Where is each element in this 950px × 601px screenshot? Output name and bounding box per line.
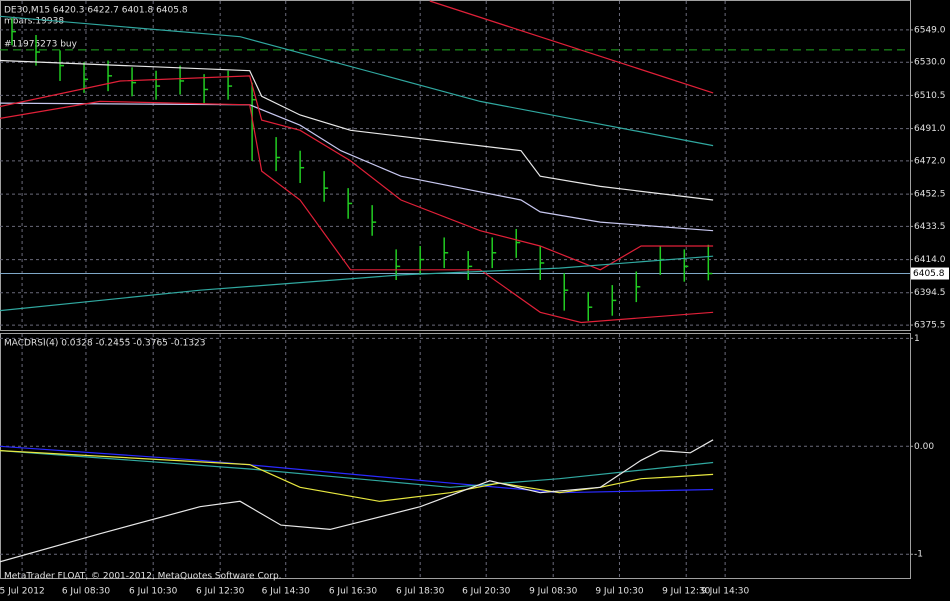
x-tick-label: 9 Jul 12:30 xyxy=(662,587,711,597)
indicator-line xyxy=(0,102,714,232)
x-tick-label: 6 Jul 16:30 xyxy=(329,587,378,597)
chart-title: DE30,M15 6420.3 6422.7 6401.8 6405.8 xyxy=(4,6,188,16)
y-tick-label: 6414.0 xyxy=(914,255,946,265)
y-tick-label: 6433.5 xyxy=(914,222,946,232)
y-tick-label: 6530.0 xyxy=(914,58,946,68)
y-tick-label: 6394.5 xyxy=(914,288,946,298)
footnote: MetaTrader FLOAT, © 2001-2012, MetaQuote… xyxy=(4,572,282,582)
indicator-line xyxy=(0,255,714,312)
y-tick-label: 6549.0 xyxy=(914,25,946,35)
y-tick-label: 6472.0 xyxy=(914,156,946,166)
indicator-line xyxy=(0,15,714,147)
x-tick-label: 9 Jul 10:30 xyxy=(595,587,644,597)
x-tick-label: 6 Jul 10:30 xyxy=(129,587,178,597)
y-tick-label: -1 xyxy=(914,550,923,560)
indicator-line xyxy=(0,59,714,201)
indicator-title: MACDRSI(4) 0.0328 -0.2455 -0.3765 -0.132… xyxy=(4,339,206,349)
indicator-line xyxy=(0,445,714,494)
indicator-line xyxy=(0,439,714,563)
x-tick-label: 6 Jul 18:30 xyxy=(396,587,445,597)
indicator-line xyxy=(0,100,714,324)
indicator-line xyxy=(0,75,714,271)
order-label: #11975273 buy xyxy=(4,39,78,49)
main-panel-frame xyxy=(0,0,911,331)
x-tick-label: 6 Jul 14:30 xyxy=(262,587,311,597)
y-tick-label: 6491.0 xyxy=(914,124,946,134)
y-tick-label: 1 xyxy=(914,334,920,344)
x-tick-label: 5 Jul 2012 xyxy=(0,587,45,597)
x-tick-label: 9 Jul 14:30 xyxy=(701,587,750,597)
indicator-line xyxy=(429,0,714,94)
indicator-line xyxy=(0,450,714,488)
x-tick-label: 6 Jul 08:30 xyxy=(62,587,111,597)
last-price-box xyxy=(911,267,949,280)
indicator-panel-frame xyxy=(0,333,911,579)
x-tick-label: 6 Jul 20:30 xyxy=(462,587,511,597)
y-tick-label: 0.00 xyxy=(914,442,934,452)
x-tick-label: 9 Jul 08:30 xyxy=(529,587,578,597)
y-tick-label: 6375.5 xyxy=(914,321,946,331)
last-price-label: 6405.8 xyxy=(913,269,945,279)
y-tick-label: 6510.5 xyxy=(914,91,946,101)
annotation: mbars:19938 xyxy=(4,17,64,27)
y-tick-label: 6452.5 xyxy=(914,190,946,200)
x-tick-label: 6 Jul 12:30 xyxy=(196,587,245,597)
